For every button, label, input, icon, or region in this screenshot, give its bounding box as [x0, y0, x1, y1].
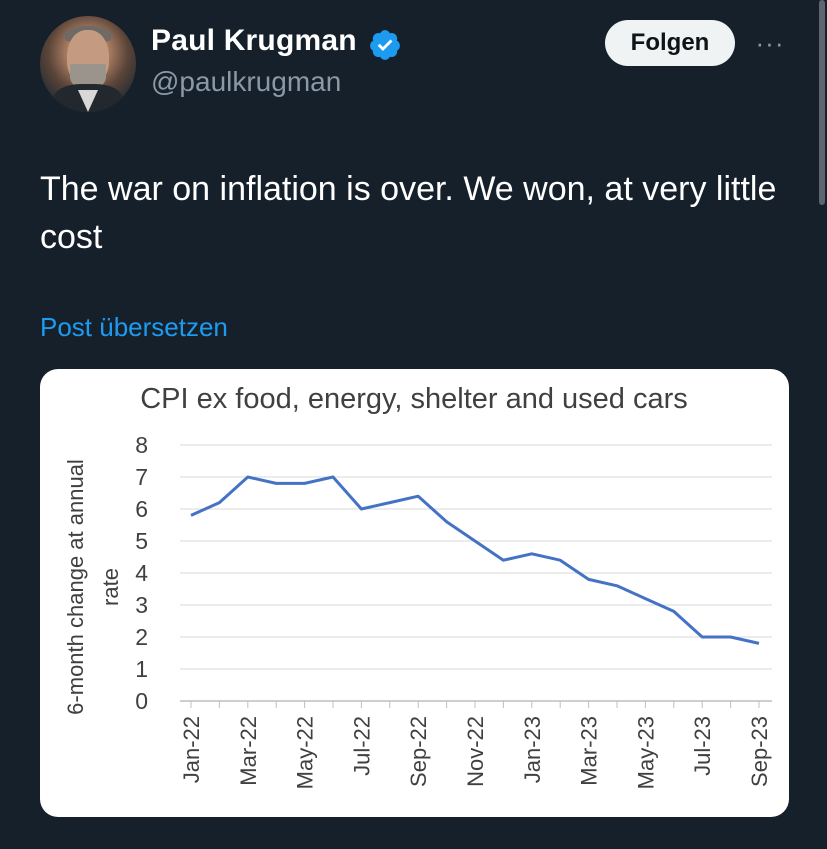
x-tick-label: Sep-23 — [747, 716, 772, 787]
x-tick-label: Mar-23 — [577, 716, 602, 786]
line-chart: CPI ex food, energy, shelter and used ca… — [63, 383, 772, 789]
y-axis-label: rate — [98, 568, 123, 606]
y-tick-label: 3 — [135, 592, 148, 618]
x-tick-label: May-22 — [293, 716, 318, 789]
y-tick-label: 0 — [135, 688, 148, 714]
author-handle[interactable]: @paulkrugman — [151, 66, 342, 97]
y-tick-label: 7 — [135, 464, 148, 490]
x-tick-label: Sep-22 — [406, 716, 431, 787]
y-axis-label: 6-month change at annual — [63, 459, 88, 715]
x-tick-label: Jan-23 — [520, 716, 545, 783]
x-tick-label: Jul-22 — [349, 716, 374, 776]
verified-badge-icon — [370, 30, 400, 60]
x-tick-label: May-23 — [633, 716, 658, 789]
x-tick-label: Nov-22 — [463, 716, 488, 787]
chart-image[interactable]: CPI ex food, energy, shelter and used ca… — [40, 369, 789, 817]
author-name[interactable]: Paul Krugman — [151, 24, 357, 57]
series-line — [190, 475, 760, 645]
y-tick-label: 2 — [135, 624, 148, 650]
more-options-icon[interactable]: ··· — [755, 28, 785, 58]
x-tick-label: Jul-23 — [690, 716, 715, 776]
x-tick-label: Mar-22 — [236, 716, 261, 786]
y-tick-label: 1 — [135, 656, 148, 682]
tweet-text: The war on inflation is over. We won, at… — [40, 170, 777, 256]
avatar[interactable] — [40, 16, 136, 112]
y-tick-label: 5 — [135, 528, 148, 554]
x-tick-label: Jan-22 — [179, 716, 204, 783]
y-tick-label: 8 — [135, 432, 148, 458]
translate-post-link[interactable]: Post übersetzen — [40, 312, 228, 342]
follow-button[interactable]: Folgen — [605, 20, 735, 66]
scrollbar[interactable] — [819, 0, 825, 205]
y-tick-label: 6 — [135, 496, 148, 522]
y-tick-label: 4 — [135, 560, 148, 586]
chart-title: CPI ex food, energy, shelter and used ca… — [140, 383, 688, 415]
